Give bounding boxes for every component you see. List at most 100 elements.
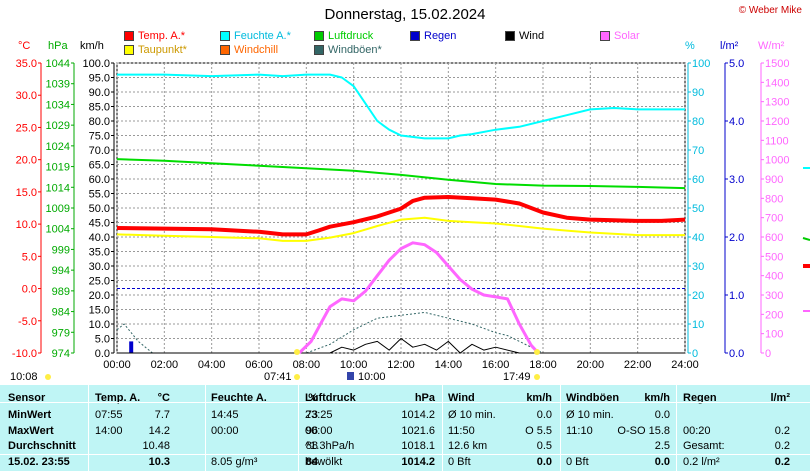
temp-tick-label: -5.0 xyxy=(18,316,37,328)
wind-tick-label: 90.0 xyxy=(89,87,110,99)
wind-tick-label: 40.0 xyxy=(89,232,110,244)
legend-label: Feuchte A.* xyxy=(234,30,291,42)
wind-tick-label: 30.0 xyxy=(89,261,110,273)
legend-item: Windböen* xyxy=(314,44,382,56)
pressure-tick-label: 1009 xyxy=(46,203,70,215)
x-tick-label: 04:00 xyxy=(198,359,226,371)
legend-label: Regen xyxy=(424,30,457,42)
table-cell: 0 Bft xyxy=(448,456,471,468)
legend-label: Wind xyxy=(519,30,545,42)
solar-tick-label: 200 xyxy=(765,309,783,321)
legend-label: Luftdruck xyxy=(328,30,374,42)
humidity-tick-label: 70 xyxy=(692,145,704,157)
pressure-tick-label: 1019 xyxy=(46,162,70,174)
solar-tick-label: 1200 xyxy=(765,116,789,128)
noon-icon xyxy=(347,372,354,380)
table-cell: 8.05 g/m³ xyxy=(211,456,258,468)
table-header-unit: °C xyxy=(157,392,170,404)
table-cell: Gesamt: xyxy=(683,440,725,452)
solar-tick-label: 1000 xyxy=(765,155,789,167)
table-header-unit: hPa xyxy=(414,392,435,404)
legend-item: Regen xyxy=(410,30,456,42)
sunrise-axis-marker xyxy=(294,349,300,355)
series-wind xyxy=(117,338,685,354)
solar-tick-label: 700 xyxy=(765,213,783,225)
humidity-tick-label: 40 xyxy=(692,232,704,244)
legend-item: Temp. A.* xyxy=(124,30,185,42)
temp-tick-label: -10.0 xyxy=(12,348,37,360)
pressure-tick-label: 1044 xyxy=(46,58,70,70)
rain-tick-label: 0.0 xyxy=(729,348,744,360)
solar-tick-label: 500 xyxy=(765,251,783,263)
rain-tick-label: 5.0 xyxy=(729,58,744,70)
moonrise-time: 10:08 xyxy=(10,371,38,383)
table-cell-value: 2.5 xyxy=(654,440,670,452)
wind-tick-label: 85.0 xyxy=(89,102,110,114)
table-row-label: Durchschnitt xyxy=(8,440,76,452)
table-cell: 11:10 xyxy=(566,425,593,437)
solar-tick-label: 1300 xyxy=(765,97,789,109)
wind-tick-label: 75.0 xyxy=(89,131,110,143)
rain-tick-label: 2.0 xyxy=(729,232,744,244)
summary-table: Sensor Temp. A. °C Feuchte A.% Luftdruck hPa W… xyxy=(0,385,810,471)
legend-swatch xyxy=(220,45,230,55)
table-column-divider xyxy=(560,385,561,471)
legend-item: Luftdruck xyxy=(314,30,373,42)
table-cell-value: 88 xyxy=(305,440,318,452)
table-header-label: Windböen xyxy=(566,392,620,404)
wind-tick-label: 60.0 xyxy=(89,174,110,186)
table-header-label: Regen xyxy=(683,392,717,404)
wind-tick-label: 15.0 xyxy=(89,305,110,317)
table-cell: 14:00 xyxy=(95,425,123,437)
x-tick-label: 16:00 xyxy=(482,359,510,371)
sunrise-icon xyxy=(294,374,300,380)
table-row-label: 15.02. 23:55 xyxy=(8,456,70,468)
table-cell-value: 0.0 xyxy=(654,456,670,468)
table-cell-value: 84 xyxy=(305,456,318,468)
moon-icon xyxy=(45,374,51,380)
table-cell-value: 0.2 xyxy=(774,456,790,468)
legend-label: Taupunkt* xyxy=(138,44,187,56)
edge-marker-pressure xyxy=(802,237,810,241)
table-header-label: Feuchte A. xyxy=(211,392,267,404)
pressure-tick-label: 979 xyxy=(52,327,70,339)
wind-tick-label: 65.0 xyxy=(89,160,110,172)
series-windb-en xyxy=(116,311,685,354)
table-header-label: Sensor xyxy=(8,392,46,404)
solar-tick-label: 300 xyxy=(765,290,783,302)
temp-tick-label: 25.0 xyxy=(16,122,37,134)
humidity-tick-label: 0 xyxy=(692,348,698,360)
table-cell-value: 96 xyxy=(305,425,318,437)
x-tick-label: 06:00 xyxy=(245,359,273,371)
x-tick-label: 14:00 xyxy=(435,359,463,371)
table-column-divider xyxy=(442,385,443,471)
table-cell-value: 0.0 xyxy=(536,409,552,421)
table-cell-value: 1014.2 xyxy=(401,409,435,421)
humidity-tick-label: 90 xyxy=(692,87,704,99)
pressure-tick-label: 999 xyxy=(52,244,70,256)
pressure-tick-label: 1024 xyxy=(46,141,70,153)
x-tick-label: 10:00 xyxy=(340,359,368,371)
pressure-tick-label: 1029 xyxy=(46,120,70,132)
temp-tick-label: 30.0 xyxy=(16,90,37,102)
legend-item: Windchill xyxy=(220,44,278,56)
legend-swatch xyxy=(410,31,420,41)
series-temp-a xyxy=(116,195,686,237)
wind-unit-label: km/h xyxy=(80,40,104,52)
table-cell-value: 14.2 xyxy=(148,425,170,437)
sunset-time: 17:49 xyxy=(503,371,531,383)
series-luftdruck xyxy=(116,158,686,190)
temp-tick-label: 20.0 xyxy=(16,155,37,167)
legend-item: Wind xyxy=(505,30,544,42)
legend-swatch xyxy=(220,31,230,41)
sunset-axis-marker xyxy=(534,349,540,355)
humidity-unit-label: % xyxy=(685,40,695,52)
wind-tick-label: 25.0 xyxy=(89,276,110,288)
solar-tick-label: 1400 xyxy=(765,77,789,89)
table-cell-value: 0.0 xyxy=(654,409,670,421)
rain-tick-label: 3.0 xyxy=(729,174,744,186)
legend-item: Feuchte A.* xyxy=(220,30,291,42)
rain-bar xyxy=(129,341,134,353)
x-tick-label: 00:00 xyxy=(103,359,131,371)
series-taupunkt xyxy=(116,216,685,242)
